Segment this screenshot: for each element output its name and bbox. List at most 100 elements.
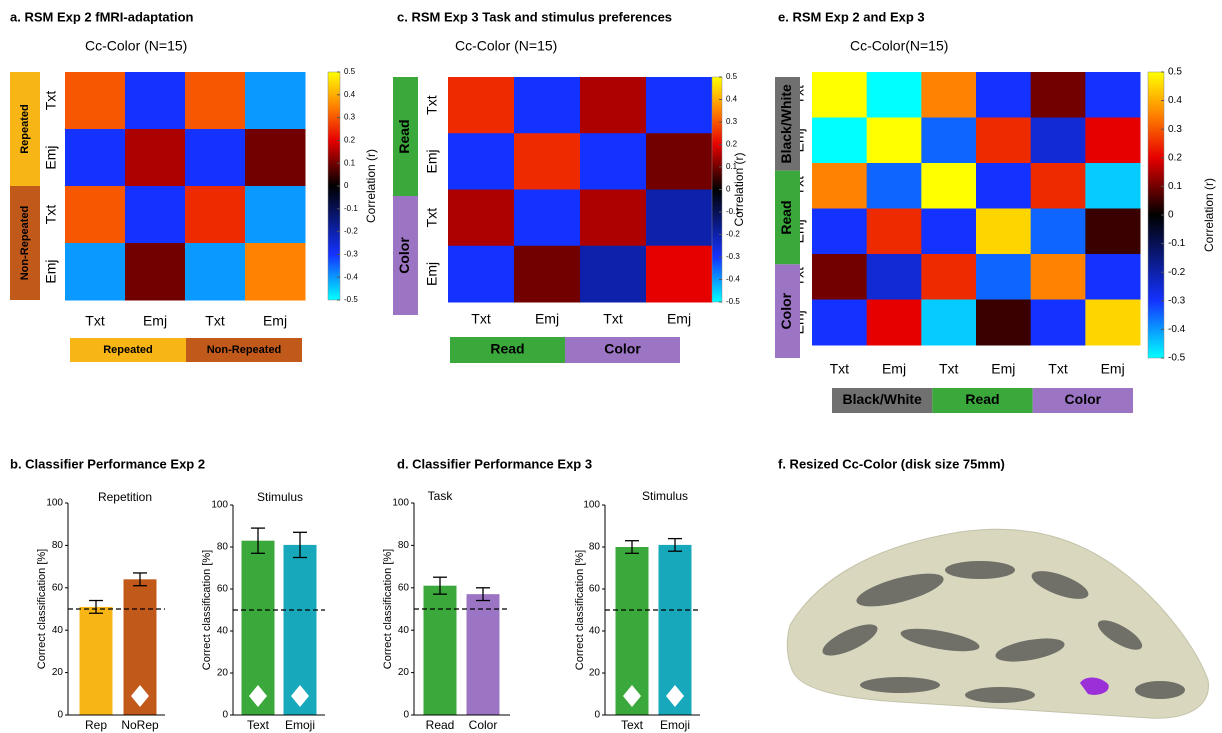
heatmap-cell xyxy=(245,129,306,187)
chart-title: Stimulus xyxy=(642,489,688,503)
row-group-label: Non-Repeated xyxy=(19,206,31,281)
col-label: Emj xyxy=(263,313,287,329)
col-label: Emj xyxy=(882,361,906,377)
heatmap-cell xyxy=(65,186,126,244)
col-group-label: Read xyxy=(490,341,524,357)
heatmap-cell xyxy=(921,300,976,346)
heatmap-cell xyxy=(976,300,1031,346)
col-label: Txt xyxy=(205,313,225,329)
heatmap-cell xyxy=(514,77,581,134)
col-label: Emj xyxy=(667,311,691,327)
colorbar-label: Correlation (r) xyxy=(732,152,746,226)
chart-subtitle: Cc-Color(N=15) xyxy=(850,38,948,54)
colorbar-tick-label: -0.1 xyxy=(1168,238,1186,249)
heatmap-cell xyxy=(125,186,186,244)
x-tick-label: Text xyxy=(247,718,270,732)
colorbar-tick-label: 0.4 xyxy=(1168,95,1182,106)
colorbar-tick-label: 0.5 xyxy=(726,72,738,81)
col-label: Emj xyxy=(535,311,559,327)
heatmap-cell xyxy=(921,72,976,118)
chart-title: e. RSM Exp 2 and Exp 3 xyxy=(778,9,925,24)
heatmap-cell xyxy=(976,209,1031,255)
row-label: Emj xyxy=(43,259,59,283)
heatmap-cell xyxy=(125,243,186,301)
heatmap-cell xyxy=(812,300,867,346)
col-group-label: Color xyxy=(1065,391,1102,407)
y-tick-label: 60 xyxy=(217,584,229,595)
col-label: Txt xyxy=(830,361,850,377)
heatmap-cell xyxy=(580,246,647,303)
heatmap-cell xyxy=(1085,300,1140,346)
col-group-label: Repeated xyxy=(103,344,153,356)
heatmap-cell xyxy=(448,190,515,247)
y-tick-label: 0 xyxy=(57,710,63,721)
heatmap-cell xyxy=(1031,254,1086,300)
y-tick-label: 60 xyxy=(52,582,64,593)
y-tick-label: 100 xyxy=(392,498,409,509)
heatmap-cell xyxy=(812,163,867,209)
col-label: Txt xyxy=(1048,361,1068,377)
bar xyxy=(424,586,457,715)
row-label: Txt xyxy=(424,95,440,115)
heatmap-cell xyxy=(1085,209,1140,255)
figure: b. Classifier Performance Exp 2 d. Class… xyxy=(0,0,1222,733)
y-tick-label: 20 xyxy=(52,667,64,678)
bar xyxy=(467,594,500,715)
heatmap-cell xyxy=(867,209,922,255)
y-tick-label: 40 xyxy=(589,626,601,637)
y-tick-label: 40 xyxy=(52,625,64,636)
colorbar-tick-label: -0.5 xyxy=(1168,353,1186,364)
brain-surface xyxy=(787,529,1208,718)
heatmap-cell xyxy=(867,72,922,118)
y-axis-label: Correct classification [%] xyxy=(201,550,213,670)
y-tick-label: 40 xyxy=(217,626,229,637)
y-axis-label: Correct classification [%] xyxy=(382,549,394,669)
heatmap-cell xyxy=(646,77,713,134)
panel-title: d. Classifier Performance Exp 3 xyxy=(397,456,592,471)
heatmap-cell xyxy=(812,118,867,164)
row-group-label: Color xyxy=(778,292,794,329)
colorbar-tick-label: -0.4 xyxy=(1168,324,1186,335)
heatmap-cell xyxy=(514,190,581,247)
heatmap-cell xyxy=(514,133,581,190)
heatmap-cell xyxy=(921,118,976,164)
colorbar-tick-label: 0.2 xyxy=(1168,152,1182,163)
heatmap-cell xyxy=(185,243,246,301)
heatmap-cell xyxy=(646,133,713,190)
colorbar-tick-label: 0.4 xyxy=(344,90,356,99)
row-label: Emj xyxy=(424,262,440,286)
heatmap-cell xyxy=(245,72,306,130)
x-tick-label: Text xyxy=(621,718,644,732)
col-group-label: Black/White xyxy=(842,391,922,407)
y-tick-label: 100 xyxy=(46,498,63,509)
col-group-label: Read xyxy=(965,391,999,407)
heatmap-cell xyxy=(245,186,306,244)
colorbar-tick-label: -0.3 xyxy=(726,252,740,261)
row-label: Emj xyxy=(43,145,59,169)
colorbar-tick-label: 0 xyxy=(1168,210,1174,221)
row-group-label: Black/White xyxy=(778,84,794,164)
heatmap-cell xyxy=(646,246,713,303)
row-group-label: Repeated xyxy=(19,104,31,154)
col-label: Txt xyxy=(85,313,105,329)
heatmap-cell xyxy=(448,133,515,190)
heatmap-cell xyxy=(867,118,922,164)
heatmap-cell xyxy=(245,243,306,301)
chart-title: a. RSM Exp 2 fMRI-adaptation xyxy=(10,9,194,24)
y-tick-label: 20 xyxy=(398,667,410,678)
colorbar-tick-label: -0.4 xyxy=(344,272,358,281)
y-tick-label: 0 xyxy=(594,710,600,721)
heatmap-cell xyxy=(1085,254,1140,300)
heatmap-cell xyxy=(976,72,1031,118)
colorbar-tick-label: 0.1 xyxy=(344,158,356,167)
row-label: Txt xyxy=(43,91,59,111)
row-group-label: Color xyxy=(396,237,412,274)
x-tick-label: Emoji xyxy=(660,718,690,732)
col-group-label: Color xyxy=(604,341,641,357)
heatmap-cell xyxy=(514,246,581,303)
heatmap-cell xyxy=(1031,118,1086,164)
heatmap-cell xyxy=(1085,72,1140,118)
heatmap-cell xyxy=(185,72,246,130)
heatmap-cell xyxy=(1031,209,1086,255)
x-tick-label: Read xyxy=(426,718,455,732)
